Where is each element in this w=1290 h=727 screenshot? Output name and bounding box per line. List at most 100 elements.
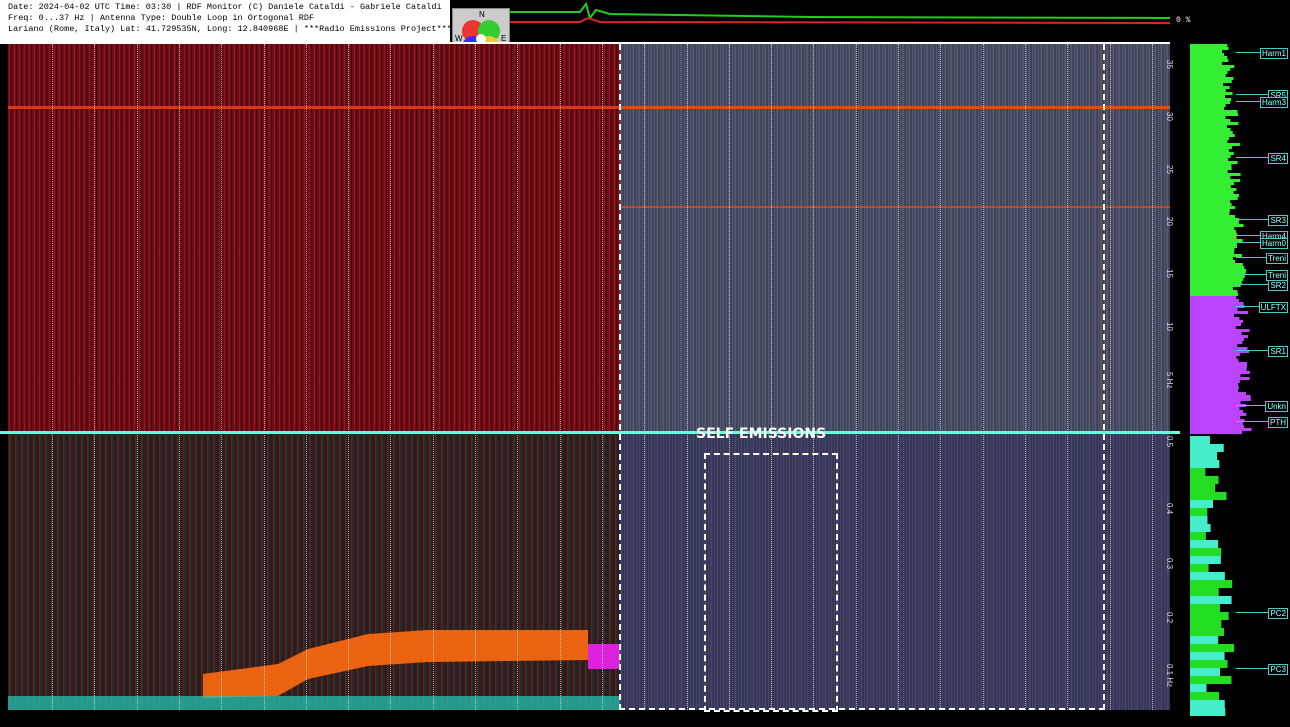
axis-label: 0.5	[1165, 436, 1174, 447]
spectrum-bar	[1190, 380, 1240, 383]
grid-line	[1110, 44, 1111, 710]
spectrum-bar	[1190, 389, 1238, 392]
grid-line	[1152, 44, 1153, 710]
spectrum-bar	[1190, 676, 1231, 684]
spectrum-bar	[1190, 636, 1218, 644]
spectrum-bar	[1190, 572, 1225, 580]
spectrum-bar	[1190, 314, 1234, 317]
spectrum-bar	[1190, 311, 1248, 314]
spectrum-bar	[1190, 644, 1234, 652]
spectrum-bar	[1190, 188, 1236, 191]
spectrum-bar	[1190, 137, 1229, 140]
axis-label: 10	[1165, 322, 1174, 331]
grid-line	[560, 44, 561, 710]
spectrum-bar	[1190, 122, 1238, 125]
spectrum-bar	[1190, 422, 1243, 425]
green-trace	[510, 4, 1170, 18]
spectrum-bar	[1190, 323, 1241, 326]
spectrum-bar	[1190, 452, 1217, 460]
spectrum-bar	[1190, 668, 1220, 676]
spectrum-bar	[1190, 692, 1219, 700]
spectrum-bar	[1190, 125, 1227, 128]
spectrum-bar	[1190, 269, 1246, 272]
spectrum-bar	[1190, 407, 1239, 410]
spectrum-bar	[1190, 62, 1222, 65]
spectrum-bar	[1190, 660, 1228, 668]
spectrum-bar	[1190, 80, 1232, 83]
header-line: Date: 2024-04-02 UTC Time: 03:30 | RDF M…	[8, 2, 450, 13]
spectrum-bar	[1190, 386, 1239, 389]
spectrum-bar	[1190, 230, 1236, 233]
grid-line	[348, 44, 349, 710]
dashed-region	[619, 44, 1105, 710]
spectrum-bar	[1190, 708, 1225, 716]
spectrum-bar	[1190, 53, 1224, 56]
spectrum-bar	[1190, 146, 1232, 149]
spectrum-bar	[1190, 468, 1205, 476]
grid-line	[475, 44, 476, 710]
spectrum-bar	[1190, 395, 1251, 398]
spectrum-bar	[1190, 236, 1236, 239]
spectrum-bar	[1190, 194, 1239, 197]
axis-label: 5 Hz	[1165, 372, 1174, 388]
spectrum-bar	[1190, 281, 1242, 284]
spectrum-bar	[1190, 359, 1239, 362]
grid-line	[433, 44, 434, 710]
grid-line	[94, 44, 95, 710]
spectrum-bar	[1190, 287, 1233, 290]
spectrum-bar	[1190, 212, 1229, 215]
marker-label: PTH	[1268, 417, 1288, 428]
marker-label: SR1	[1268, 346, 1288, 357]
spectrum-bar	[1190, 436, 1210, 444]
grid-line	[517, 44, 518, 710]
grid-line	[390, 44, 391, 710]
spectrum-bar	[1190, 155, 1231, 158]
spectrum-bar	[1190, 119, 1231, 122]
spectrum-bar	[1190, 353, 1240, 356]
spectrum-bar	[1190, 131, 1233, 134]
spectrum-bar	[1190, 71, 1228, 74]
spectrum-bar	[1190, 239, 1243, 242]
spectrum-bar	[1190, 167, 1232, 170]
spectrum-bar	[1190, 398, 1251, 401]
spectrum	[1190, 44, 1290, 722]
spectrum-bar	[1190, 338, 1244, 341]
grid-line	[221, 44, 222, 710]
compass-label: N	[479, 10, 485, 19]
spectrum-bar	[1190, 50, 1222, 53]
spectrum-bar	[1190, 508, 1207, 516]
spectrum-bar	[1190, 86, 1230, 89]
spectrum-bar	[1190, 365, 1247, 368]
marker-label: SR4	[1268, 153, 1288, 164]
spectrum-bar	[1190, 77, 1233, 80]
spectrum-bar	[1190, 152, 1234, 155]
spectrum-bar	[1190, 596, 1232, 604]
spectrum-bar	[1190, 47, 1229, 50]
spectrum-bar	[1190, 302, 1244, 305]
spectrum-bar	[1190, 161, 1238, 164]
spectrum-bar	[1190, 260, 1235, 263]
spectrum-bar	[1190, 215, 1235, 218]
spectrum-bar	[1190, 652, 1225, 660]
spectrum-bar	[1190, 173, 1241, 176]
spectrum-bar	[1190, 227, 1234, 230]
spectrum-bar	[1190, 428, 1252, 431]
marker-label: Treni	[1266, 253, 1288, 264]
spectrum-bar	[1190, 460, 1219, 468]
dashed-box	[704, 453, 838, 712]
spectrum-bar	[1190, 179, 1240, 182]
axis-label: 35	[1165, 60, 1174, 69]
marker-label: Harm1	[1260, 48, 1288, 59]
spectrum-bar	[1190, 263, 1243, 266]
axis-label: 0.3	[1165, 558, 1174, 569]
axis-label: 0.2	[1165, 612, 1174, 623]
spectrum-bar	[1190, 92, 1233, 95]
spectrum-bar	[1190, 275, 1245, 278]
spectrum-bar	[1190, 233, 1237, 236]
spectrum-bar	[1190, 588, 1219, 596]
spectrum-bar	[1190, 128, 1231, 131]
spectrum-bar	[1190, 344, 1237, 347]
spectrum-bar	[1190, 299, 1239, 302]
spectrum-bar	[1190, 604, 1220, 612]
spectrum-bar	[1190, 532, 1206, 540]
